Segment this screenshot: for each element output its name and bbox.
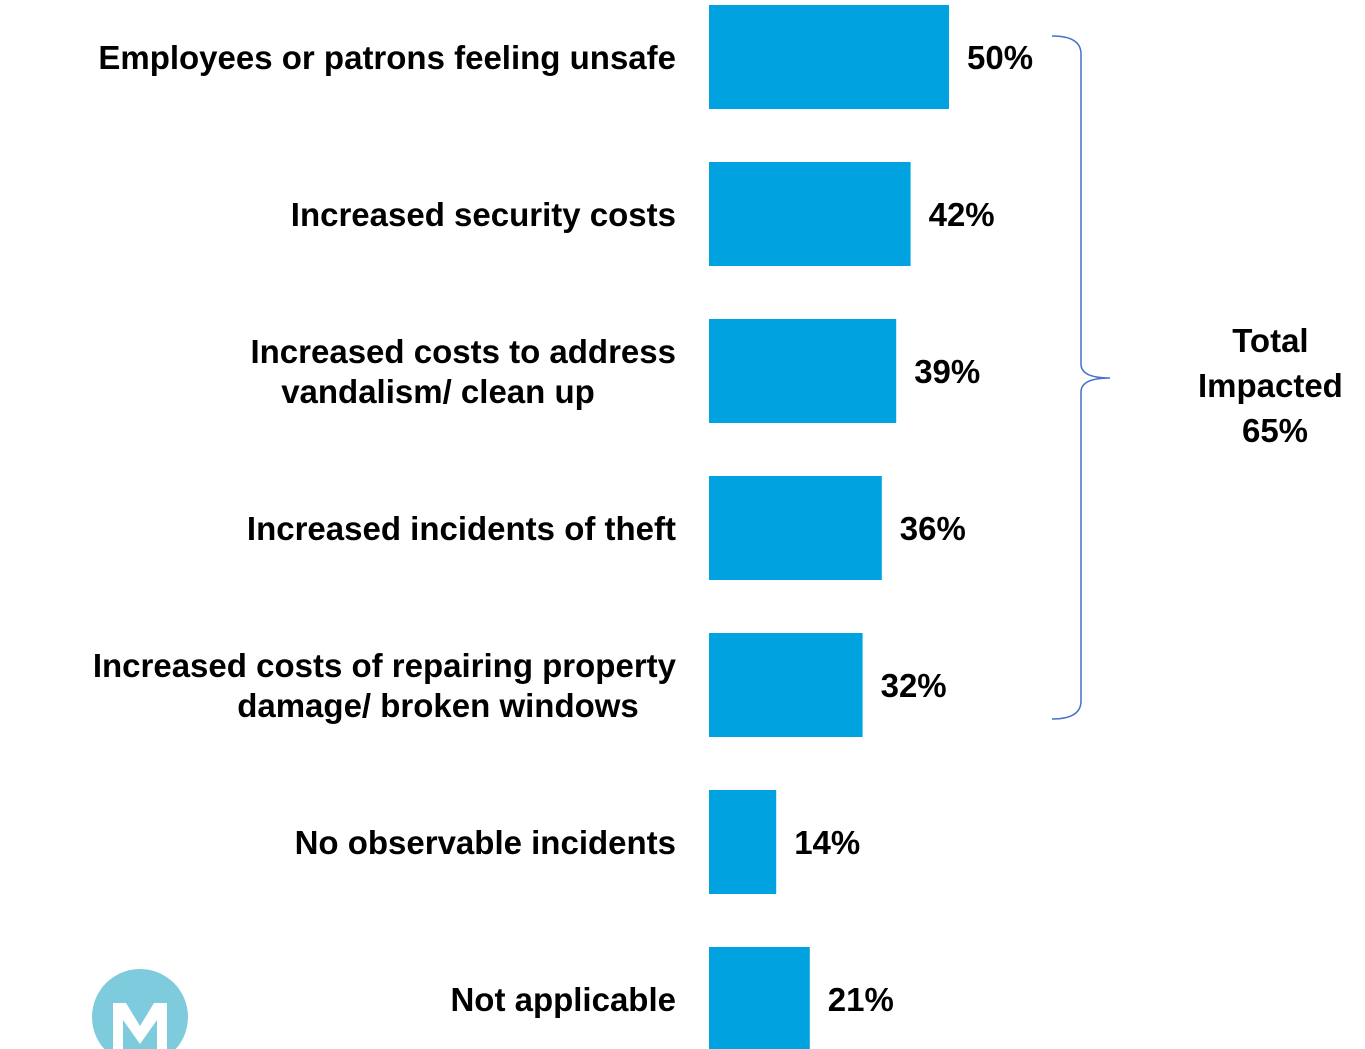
value-label-2: 39% xyxy=(914,353,980,390)
category-label-2: Increased costs to address vandalism/ cle… xyxy=(250,333,676,410)
bar-4 xyxy=(709,633,863,737)
category-label-6: Not applicable xyxy=(450,981,676,1018)
value-label-6: 21% xyxy=(828,981,894,1018)
bar-6 xyxy=(709,947,810,1049)
category-label-2-line-1: vandalism/ clean up xyxy=(281,373,595,410)
total-impacted-label: Total Impacted 65% xyxy=(1198,322,1352,449)
value-label-0: 50% xyxy=(967,39,1033,76)
total-label-line-2: Impacted xyxy=(1198,367,1343,404)
category-label-6-line-0: Not applicable xyxy=(450,981,676,1018)
category-label-0-line-0: Employees or patrons feeling unsafe xyxy=(98,39,676,76)
bar-1 xyxy=(709,162,911,266)
category-label-4: Increased costs of repairing property dam… xyxy=(93,647,677,724)
category-label-5-line-0: No observable incidents xyxy=(295,824,676,861)
category-label-2-line-0: Increased costs to address xyxy=(250,333,676,370)
category-label-0: Employees or patrons feeling unsafe xyxy=(98,39,676,76)
category-label-3-line-0: Increased incidents of theft xyxy=(247,510,676,547)
bar-3 xyxy=(709,476,882,580)
company-logo xyxy=(92,969,188,1049)
bar-0 xyxy=(709,5,949,109)
category-label-3: Increased incidents of theft xyxy=(247,510,676,547)
category-label-1: Increased security costs xyxy=(291,196,676,233)
value-label-1: 42% xyxy=(929,196,995,233)
value-label-4: 32% xyxy=(881,667,947,704)
total-label-line-1: Total xyxy=(1232,322,1308,359)
category-label-1-line-0: Increased security costs xyxy=(291,196,676,233)
category-label-5: No observable incidents xyxy=(295,824,676,861)
bar-5 xyxy=(709,790,776,894)
value-label-3: 36% xyxy=(900,510,966,547)
bar-2 xyxy=(709,319,896,423)
category-label-4-line-1: damage/ broken windows xyxy=(237,687,639,724)
total-impacted-bracket xyxy=(1052,36,1110,719)
value-label-5: 14% xyxy=(794,824,860,861)
total-label-line-3: 65% xyxy=(1242,412,1308,449)
category-label-4-line-0: Increased costs of repairing property xyxy=(93,647,677,684)
